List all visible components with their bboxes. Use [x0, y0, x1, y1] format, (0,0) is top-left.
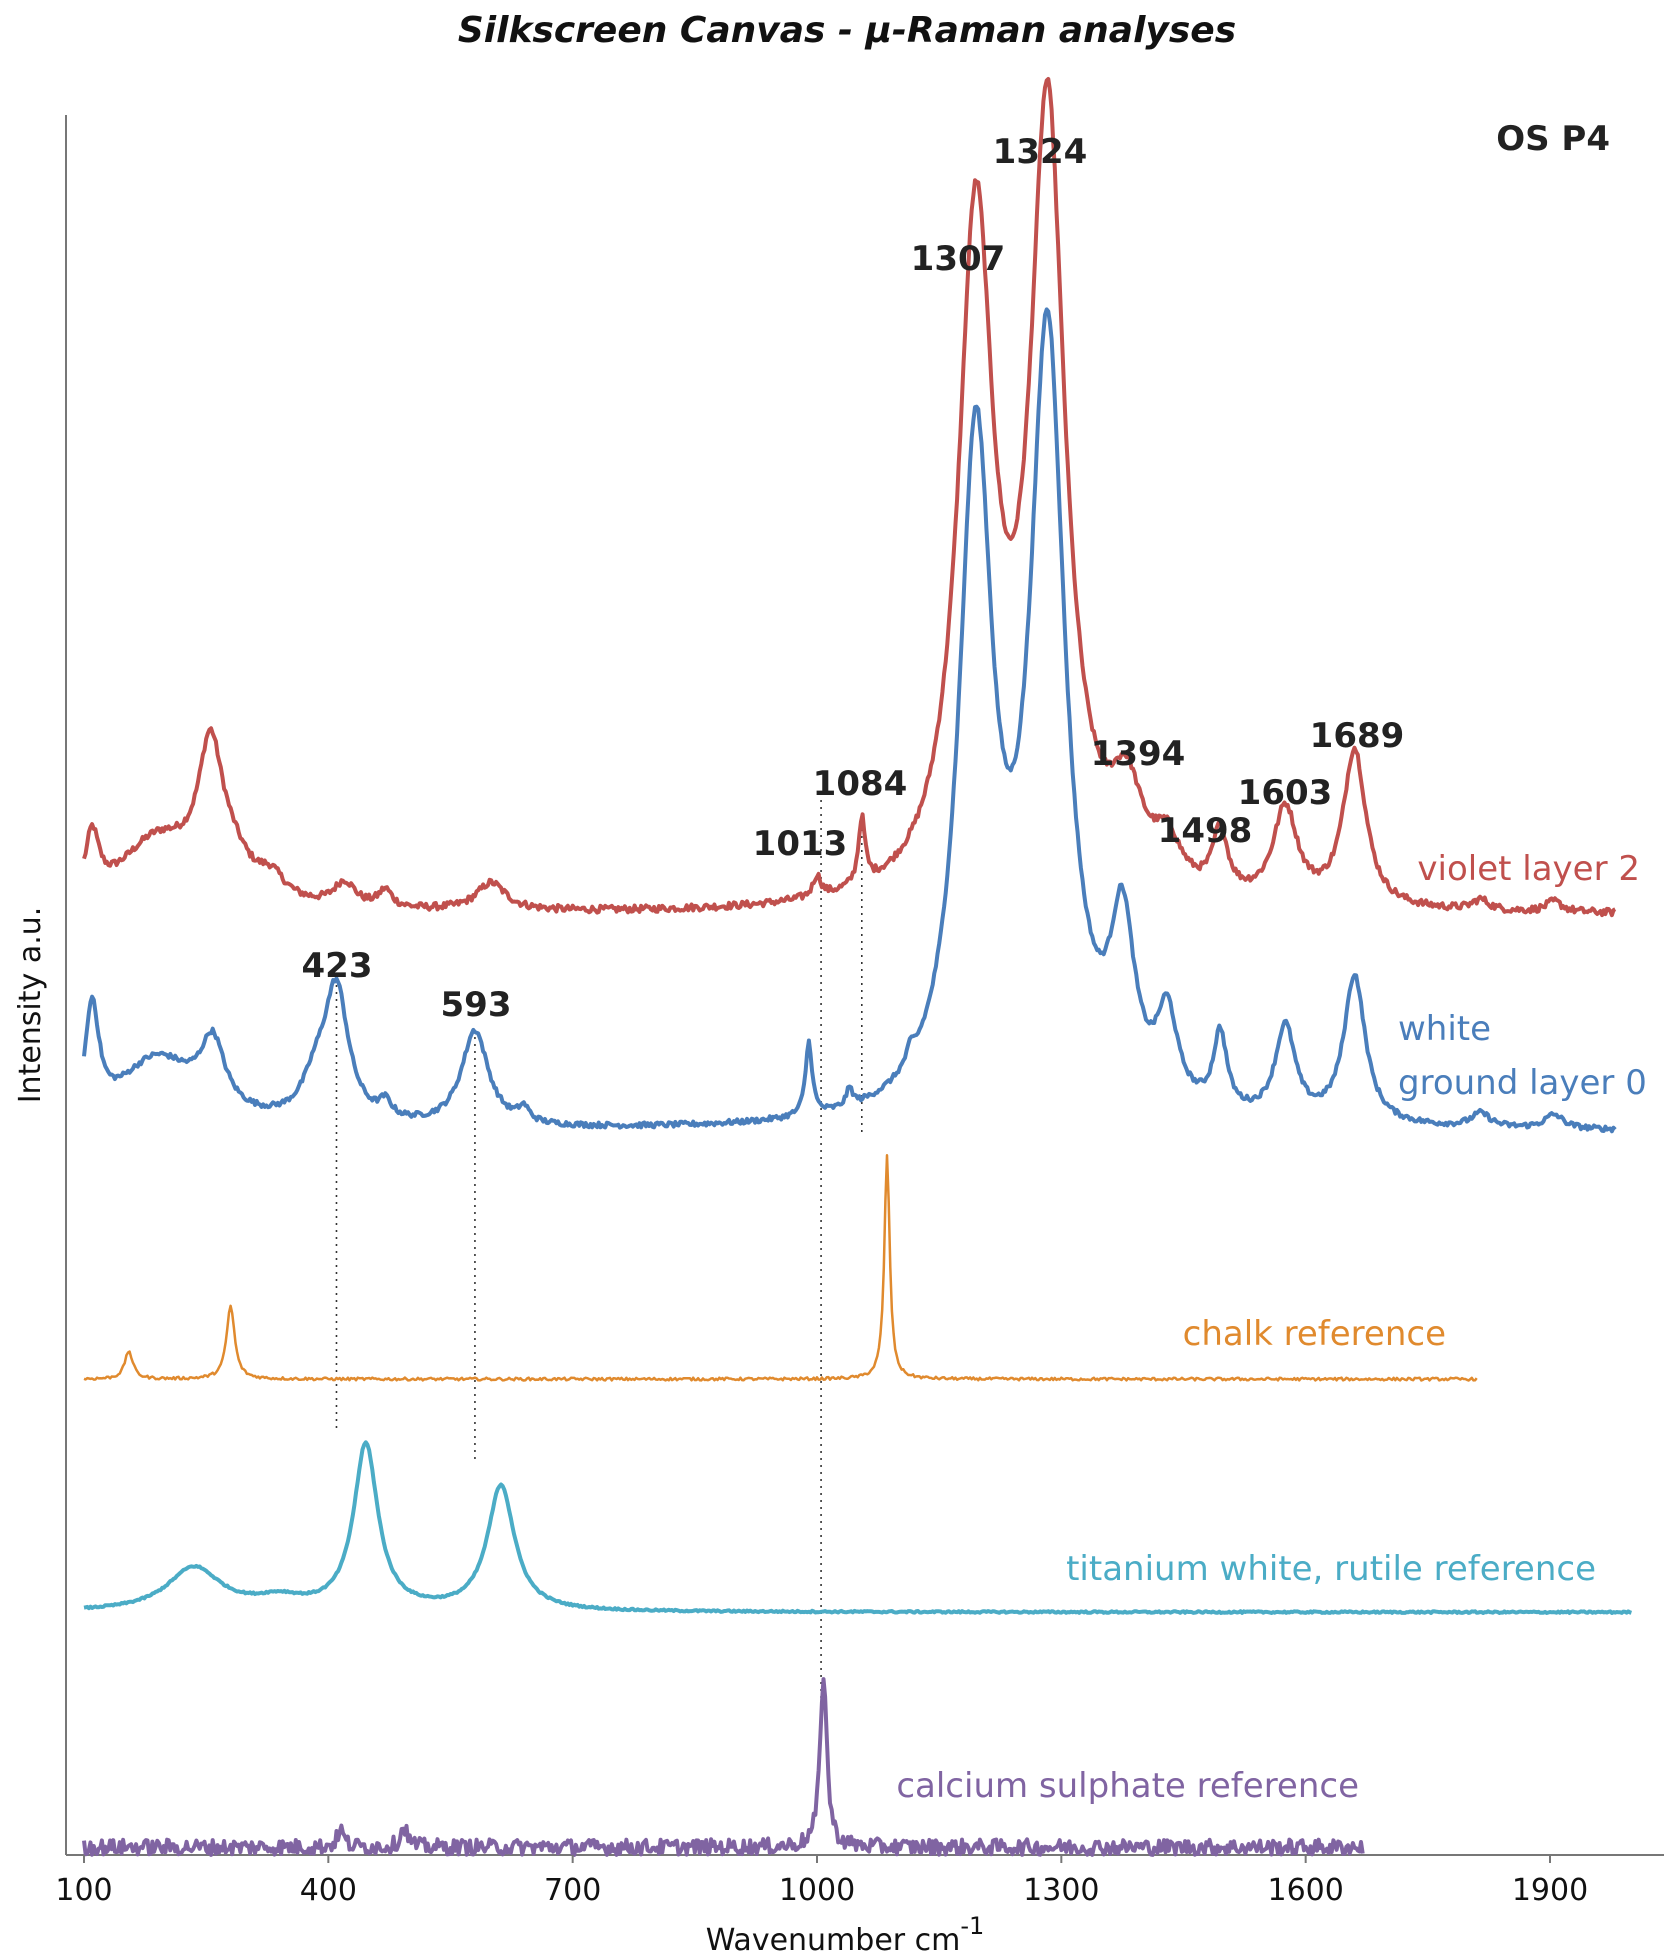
series-label-chalk-reference: chalk reference: [1183, 1314, 1446, 1354]
y-axis-label: Intensity a.u.: [13, 907, 48, 1104]
series-line-chalk-reference: [83, 1154, 1478, 1382]
peak-label-1013: 1013: [753, 824, 848, 864]
series-label-white-ground-layer-0: white ground layer 0: [1398, 1009, 1647, 1103]
peak-label-423: 423: [302, 946, 373, 986]
x-tick-label-1900: 1900: [1512, 1873, 1588, 1908]
series-label-line: white: [1398, 1009, 1491, 1049]
series-line-calcium-sulphate-reference: [82, 1677, 1365, 1857]
x-tick-label-400: 400: [300, 1873, 357, 1908]
x-axis-label-superscript: -1: [960, 1912, 984, 1940]
series-line-violet-layer-2: [82, 77, 1617, 918]
peak-label-1307: 1307: [911, 239, 1006, 279]
peak-label-1498: 1498: [1158, 811, 1253, 851]
series-line-white-ground-layer-0: [82, 307, 1617, 1134]
peak-label-1324: 1324: [993, 132, 1088, 172]
reference-lines: [335, 800, 863, 1700]
peak-label-593: 593: [441, 985, 512, 1025]
peak-label-1603: 1603: [1238, 773, 1333, 813]
series-line-titanium-white-rutile-reference: [83, 1440, 1632, 1615]
peak-label-1084: 1084: [813, 764, 908, 804]
series-label-titanium-white-rutile-reference: titanium white, rutile reference: [1066, 1549, 1596, 1589]
series-label-line: ground layer 0: [1398, 1063, 1647, 1103]
sample-label: OS P4: [1496, 119, 1610, 159]
chart-title: Silkscreen Canvas - μ-Raman analyses: [458, 10, 1236, 51]
series-label-calcium-sulphate-reference: calcium sulphate reference: [896, 1766, 1359, 1806]
series-group: [82, 77, 1632, 1857]
x-axis-label-text: Wavenumber cm: [706, 1923, 961, 1958]
x-tick-label-700: 700: [544, 1873, 601, 1908]
series-labels: violet layer 2 white ground layer 0 chalk r…: [896, 849, 1647, 1806]
x-tick-label-1300: 1300: [1023, 1873, 1099, 1908]
x-tick-label-100: 100: [55, 1873, 112, 1908]
x-ticks: 100 400 700 1000 1300 1600 1900: [55, 1855, 1588, 1908]
x-axis-label: Wavenumber cm-1: [706, 1912, 985, 1958]
series-label-violet-layer-2: violet layer 2: [1417, 849, 1640, 889]
peak-label-1394: 1394: [1091, 734, 1186, 774]
x-tick-label-1000: 1000: [779, 1873, 855, 1908]
peak-label-1689: 1689: [1310, 716, 1405, 756]
x-tick-label-1600: 1600: [1267, 1873, 1343, 1908]
